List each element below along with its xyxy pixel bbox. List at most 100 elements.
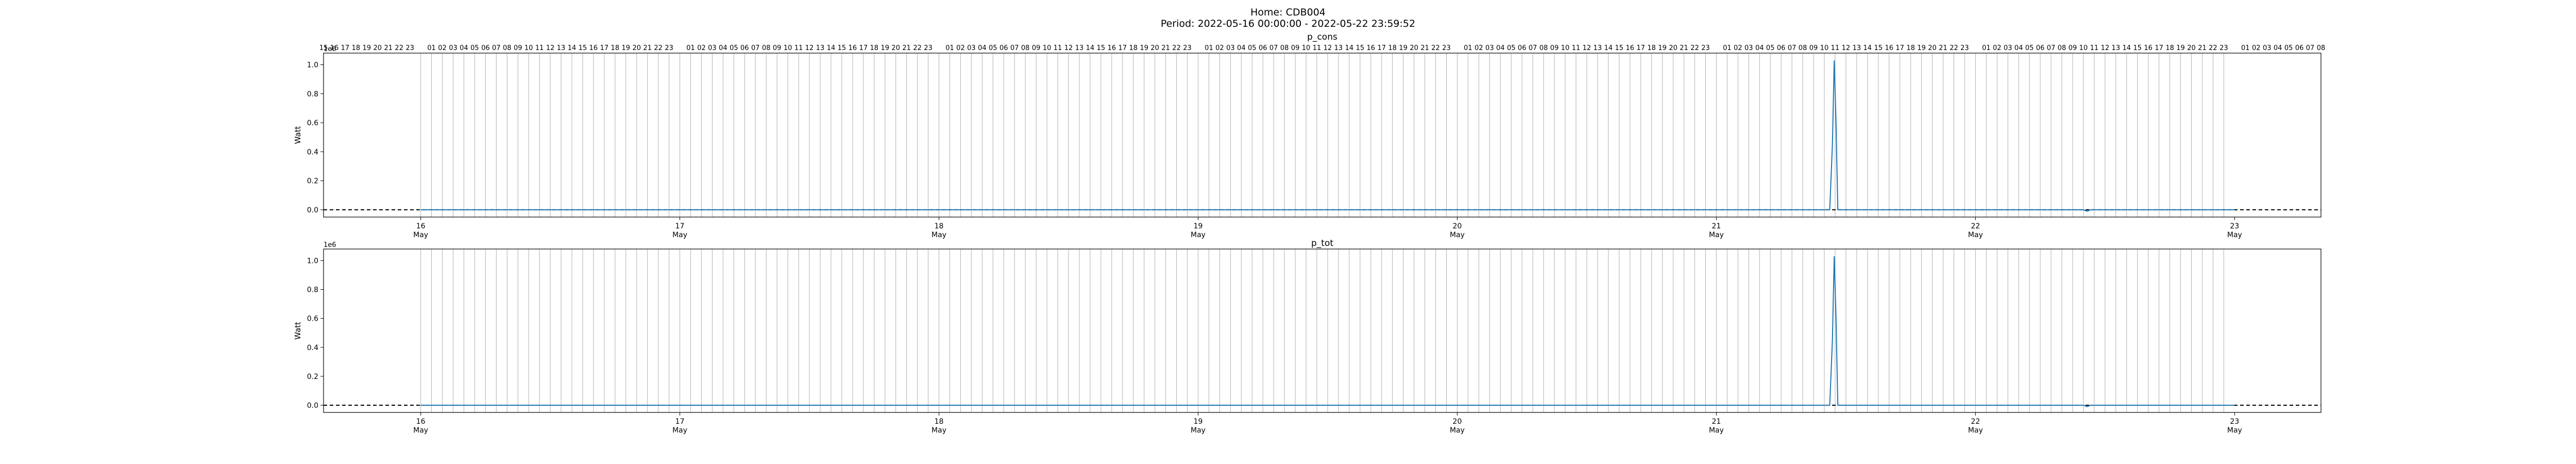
hour-tick-label: 04 — [1496, 44, 1505, 52]
hour-tick-label: 21 — [1420, 44, 1429, 52]
hour-tick-label: 03 — [449, 44, 457, 52]
hour-tick-label: 07 — [1529, 44, 1537, 52]
hour-tick-label: 22 — [2209, 44, 2217, 52]
x-tick-label-day: 23 — [2230, 418, 2239, 426]
hour-tick-label: 21 — [2198, 44, 2207, 52]
y-tick-label: 0.6 — [307, 119, 318, 127]
hour-tick-label: 21 — [1939, 44, 1947, 52]
x-tick-label-month: May — [1450, 426, 1465, 435]
x-tick-label-day: 19 — [1194, 222, 1203, 230]
hour-tick-label: 04 — [978, 44, 987, 52]
hour-tick-label: 07 — [492, 44, 501, 52]
hour-tick-label: 10 — [1302, 44, 1311, 52]
hour-tick-label: 22 — [1690, 44, 1699, 52]
hour-tick-label: 06 — [2036, 44, 2045, 52]
hour-tick-label: 23 — [1701, 44, 1710, 52]
x-tick-label-month: May — [672, 231, 687, 239]
figure-title-period: Period: 2022-05-16 00:00:00 - 2022-05-22… — [1160, 18, 1416, 29]
y-tick-label: 0.2 — [307, 177, 318, 186]
hour-tick-label: 17 — [1377, 44, 1386, 52]
hour-tick-label: 06 — [1777, 44, 1786, 52]
x-tick-label-month: May — [1191, 426, 1206, 435]
x-tick-label-day: 23 — [2230, 222, 2239, 230]
hour-tick-label: 11 — [2090, 44, 2099, 52]
series-line — [420, 60, 2234, 212]
hour-tick-label: 11 — [535, 44, 544, 52]
x-tick-label-day: 17 — [675, 418, 685, 426]
hour-tick-label: 23 — [665, 44, 673, 52]
hour-tick-label: 06 — [1259, 44, 1267, 52]
hour-tick-label: 15 — [579, 44, 587, 52]
hour-tick-label: 22 — [395, 44, 403, 52]
hour-tick-label: 07 — [751, 44, 760, 52]
hour-tick-label: 09 — [2069, 44, 2077, 52]
y-tick-label: 0.6 — [307, 315, 318, 323]
y-tick-label: 0.4 — [307, 148, 318, 156]
hour-tick-label: 08 — [1539, 44, 1548, 52]
x-tick-label-month: May — [1968, 426, 1983, 435]
hour-tick-label: 02 — [2252, 44, 2261, 52]
hour-tick-label: 11 — [1831, 44, 1840, 52]
hour-tick-label: 06 — [2295, 44, 2304, 52]
hour-tick-label: 06 — [740, 44, 749, 52]
hour-tick-label: 03 — [1744, 44, 1753, 52]
hour-tick-label: 07 — [1788, 44, 1797, 52]
chart-title-p-tot: p_tot — [1311, 238, 1333, 248]
hour-tick-label: 18 — [1647, 44, 1656, 52]
hour-tick-label: 15 — [1615, 44, 1624, 52]
x-tick-label-day: 20 — [1453, 418, 1462, 426]
hour-tick-label: 04 — [1755, 44, 1764, 52]
y-tick-label: 0.0 — [307, 206, 318, 214]
hour-tick-label: 10 — [1561, 44, 1570, 52]
hour-tick-label: 17 — [1895, 44, 1904, 52]
hour-tick-label: 04 — [460, 44, 468, 52]
hour-tick-label: 21 — [643, 44, 652, 52]
hour-tick-label: 14 — [1604, 44, 1613, 52]
hour-tick-label: 21 — [1680, 44, 1688, 52]
hour-tick-label: 09 — [1032, 44, 1041, 52]
hour-tick-label: 05 — [2025, 44, 2034, 52]
x-tick-label-day: 18 — [935, 418, 944, 426]
hour-tick-label: 18 — [611, 44, 620, 52]
y-axis-label-p-cons: Watt — [293, 126, 302, 144]
hour-tick-label: 17 — [1636, 44, 1645, 52]
y-tick-label: 0.8 — [307, 90, 318, 98]
hour-tick-label: 13 — [816, 44, 825, 52]
hour-tick-label: 15 — [838, 44, 846, 52]
hour-tick-label: 03 — [708, 44, 717, 52]
hour-tick-label: 08 — [503, 44, 512, 52]
hour-tick-label: 16 — [2144, 44, 2153, 52]
hour-tick-label: 20 — [1150, 44, 1159, 52]
x-tick-label-month: May — [1450, 231, 1465, 239]
x-tick-label-day: 22 — [1971, 418, 1980, 426]
hour-tick-label: 09 — [1291, 44, 1300, 52]
hour-tick-label: 08 — [2058, 44, 2066, 52]
x-tick-label-month: May — [2227, 426, 2242, 435]
hour-tick-label: 01 — [427, 44, 436, 52]
hour-tick-label: 15 — [319, 44, 328, 52]
hour-tick-label: 12 — [1583, 44, 1591, 52]
hour-tick-label: 03 — [967, 44, 976, 52]
chart-title-p-cons: p_cons — [1307, 32, 1337, 42]
hour-tick-label: 22 — [654, 44, 663, 52]
hour-tick-label: 16 — [589, 44, 598, 52]
hour-tick-label: 14 — [568, 44, 577, 52]
hour-tick-label: 18 — [1129, 44, 1138, 52]
hour-tick-label: 18 — [352, 44, 361, 52]
hour-tick-label: 23 — [924, 44, 933, 52]
hour-tick-label: 17 — [859, 44, 868, 52]
hour-tick-label: 12 — [2101, 44, 2110, 52]
hour-tick-label: 17 — [600, 44, 609, 52]
hour-tick-label: 08 — [762, 44, 771, 52]
x-tick-label-month: May — [931, 426, 946, 435]
x-tick-label-day: 19 — [1194, 418, 1203, 426]
hour-tick-label: 05 — [1248, 44, 1257, 52]
y-axis-label-p-tot: Watt — [293, 322, 302, 340]
hour-tick-label: 09 — [1550, 44, 1559, 52]
hour-tick-label: 18 — [1906, 44, 1915, 52]
hour-tick-label: 15 — [1097, 44, 1106, 52]
hour-tick-label: 10 — [2079, 44, 2088, 52]
hour-tick-label: 07 — [2047, 44, 2056, 52]
hour-tick-label: 02 — [697, 44, 706, 52]
